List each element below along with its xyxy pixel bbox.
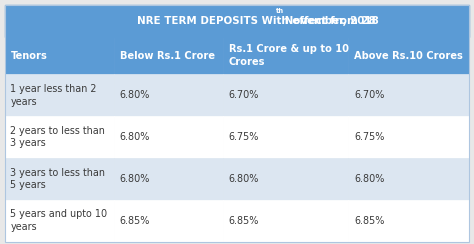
Text: 6.75%: 6.75% bbox=[354, 132, 384, 142]
Bar bbox=[348, 116, 469, 158]
Text: 6.80%: 6.80% bbox=[119, 90, 150, 100]
Text: Rs.1 Crore & up to 10
Crores: Rs.1 Crore & up to 10 Crores bbox=[229, 44, 349, 67]
Text: Above Rs.10 Crores: Above Rs.10 Crores bbox=[354, 51, 463, 61]
Text: November, 2018: November, 2018 bbox=[281, 16, 378, 26]
Bar bbox=[114, 116, 223, 158]
Bar bbox=[223, 116, 348, 158]
Text: 3 years to less than
5 years: 3 years to less than 5 years bbox=[10, 168, 105, 190]
Text: 5 years and upto 10
years: 5 years and upto 10 years bbox=[10, 209, 108, 232]
Bar bbox=[5, 116, 114, 158]
Text: 6.75%: 6.75% bbox=[229, 132, 259, 142]
Text: 6.85%: 6.85% bbox=[229, 216, 259, 226]
Text: 1 year less than 2
years: 1 year less than 2 years bbox=[10, 84, 97, 107]
Text: NRE TERM DEPOSITS With effect from 28: NRE TERM DEPOSITS With effect from 28 bbox=[137, 16, 376, 26]
Bar bbox=[223, 200, 348, 242]
Text: 6.70%: 6.70% bbox=[354, 90, 384, 100]
Text: 6.80%: 6.80% bbox=[354, 174, 384, 184]
Text: Tenors: Tenors bbox=[10, 51, 47, 61]
Bar bbox=[114, 200, 223, 242]
Bar bbox=[223, 74, 348, 116]
Text: 6.85%: 6.85% bbox=[354, 216, 384, 226]
Bar bbox=[348, 74, 469, 116]
Text: th: th bbox=[276, 8, 284, 14]
Text: 6.80%: 6.80% bbox=[119, 174, 150, 184]
Bar bbox=[348, 200, 469, 242]
Text: 2 years to less than
3 years: 2 years to less than 3 years bbox=[10, 126, 105, 148]
Bar bbox=[348, 37, 469, 74]
Bar bbox=[114, 158, 223, 200]
Text: 6.80%: 6.80% bbox=[119, 132, 150, 142]
Text: 6.70%: 6.70% bbox=[229, 90, 259, 100]
Bar bbox=[114, 74, 223, 116]
Bar bbox=[348, 158, 469, 200]
Bar bbox=[5, 158, 114, 200]
Bar bbox=[223, 158, 348, 200]
Bar bbox=[5, 74, 114, 116]
Bar bbox=[5, 5, 469, 37]
Bar bbox=[223, 37, 348, 74]
Text: Below Rs.1 Crore: Below Rs.1 Crore bbox=[119, 51, 215, 61]
Bar bbox=[5, 37, 114, 74]
Text: 6.80%: 6.80% bbox=[229, 174, 259, 184]
Text: 6.85%: 6.85% bbox=[119, 216, 150, 226]
Bar bbox=[5, 200, 114, 242]
Bar bbox=[114, 37, 223, 74]
